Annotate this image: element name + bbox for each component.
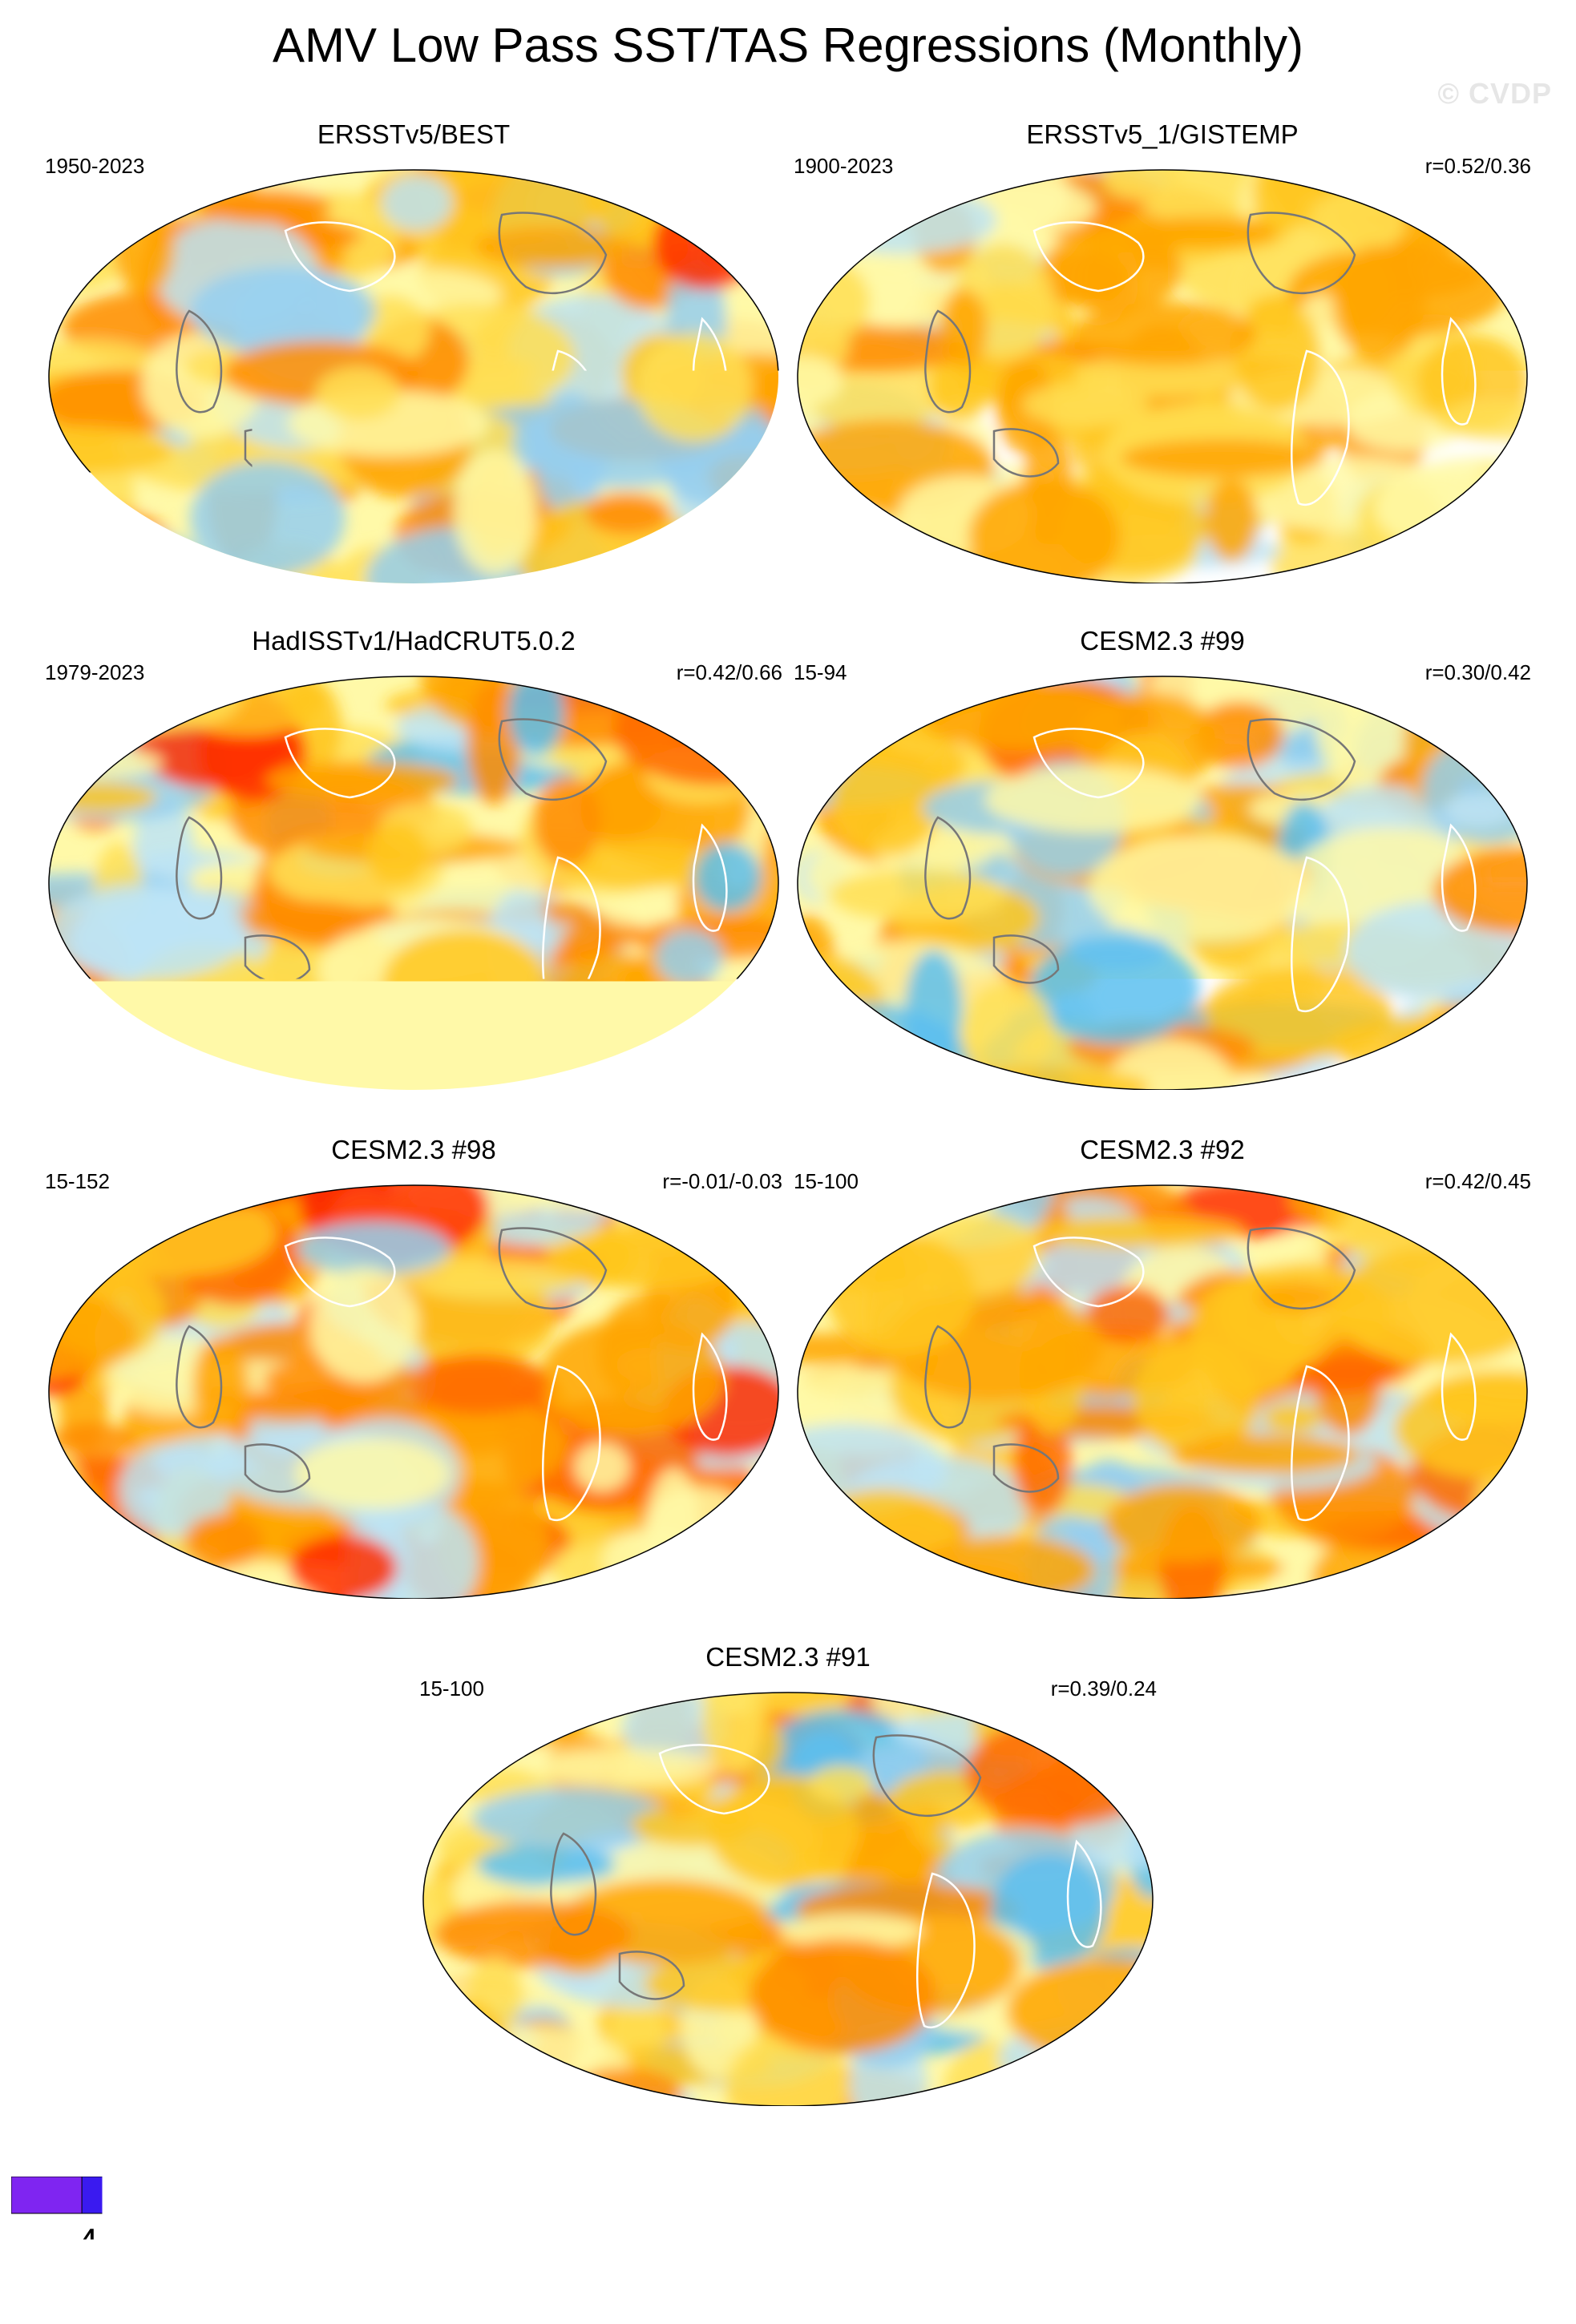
panel-title: HadISSTv1/HadCRUT5.0.2	[45, 625, 782, 657]
map-2	[45, 673, 782, 1090]
colorbar-tick-label: -2.4	[333, 2220, 396, 2263]
map-panel-cesm-91: CESM2.3 #91 15-100 r=0.39/0.24	[419, 1641, 1157, 2122]
colorbar-swatch	[1141, 2177, 1212, 2213]
colorbar-swatch	[223, 2177, 294, 2213]
colorbar-swatch	[1212, 2177, 1283, 2213]
colorbar-swatch	[1424, 2177, 1495, 2213]
colorbar-swatch	[1494, 2177, 1565, 2213]
colorbar-swatch	[929, 2177, 1000, 2213]
main-title: AMV Low Pass SST/TAS Regressions (Monthl…	[0, 18, 1576, 74]
panel-title: CESM2.3 #91	[419, 1641, 1157, 1673]
colorbar-tick-label: 1.6	[1045, 2220, 1096, 2263]
panel-title: ERSSTv5_1/GISTEMP	[794, 119, 1531, 151]
colorbar-swatch	[293, 2177, 365, 2213]
map-0	[45, 167, 782, 583]
colorbar-swatch	[647, 2177, 718, 2213]
anomaly-field	[45, 673, 782, 1090]
colorbar-tick-label: 3.2	[1327, 2220, 1379, 2263]
colorbar-tick-label: 4	[1484, 2220, 1505, 2263]
colorbar	[11, 2177, 1565, 2217]
panel-title: CESM2.3 #92	[794, 1134, 1531, 1166]
colorbar-tick-label: -3.2	[192, 2220, 255, 2263]
cvdp-watermark: © CVDP	[1437, 77, 1552, 111]
map-panel-cesm-92: CESM2.3 #92 15-100 r=0.42/0.45	[794, 1134, 1531, 1615]
colorbar-tick-label: -0.8	[615, 2220, 678, 2263]
colorbar-swatch	[1000, 2177, 1071, 2213]
colorbar-swatch	[576, 2177, 648, 2213]
map-5	[794, 1182, 1531, 1599]
panel-title: ERSSTv5/BEST	[45, 119, 782, 151]
map-1	[794, 167, 1531, 583]
colorbar-swatch	[788, 2177, 859, 2213]
colorbar-swatch	[859, 2177, 930, 2213]
map-panel-hadisst-hadcrut: HadISSTv1/HadCRUT5.0.2 1979-2023 r=0.42/…	[45, 625, 782, 1106]
colorbar-tick-label: 0	[778, 2220, 798, 2263]
anomaly-field	[794, 673, 1531, 1090]
map-6	[419, 1689, 1157, 2106]
colorbar-tick-label: 2.4	[1186, 2220, 1238, 2263]
map-panel-cesm-98: CESM2.3 #98 15-152 r=-0.01/-0.03	[45, 1134, 782, 1615]
map-panel-ersstv5-best: ERSSTv5/BEST 1950-2023	[45, 119, 782, 599]
colorbar-swatch	[82, 2177, 153, 2213]
panel-title: CESM2.3 #99	[794, 625, 1531, 657]
panel-title: CESM2.3 #98	[45, 1134, 782, 1166]
colorbar-swatch	[717, 2177, 789, 2213]
map-panel-cesm-99: CESM2.3 #99 15-94 r=0.30/0.42	[794, 625, 1531, 1106]
anomaly-field	[794, 1182, 1531, 1599]
anomaly-field	[45, 167, 782, 583]
map-4	[45, 1182, 782, 1599]
colorbar-tick-label: -1.6	[474, 2220, 537, 2263]
colorbar-swatch	[364, 2177, 435, 2213]
colorbar-swatch	[1070, 2177, 1142, 2213]
colorbar-swatch	[1353, 2177, 1424, 2213]
colorbar-swatch	[11, 2177, 83, 2213]
anomaly-field	[45, 1182, 782, 1599]
anomaly-field	[794, 167, 1531, 583]
colorbar-swatch	[152, 2177, 224, 2213]
map-panel-ersstv5-gistemp: ERSSTv5_1/GISTEMP 1900-2023 r=0.52/0.36	[794, 119, 1531, 599]
colorbar-unit-label: C	[774, 2273, 801, 2316]
colorbar-tick-label: 0.8	[903, 2220, 955, 2263]
colorbar-swatch	[435, 2177, 507, 2213]
anomaly-field	[419, 1689, 1157, 2106]
colorbar-tick-label: -4	[66, 2220, 99, 2263]
colorbar-swatch	[1283, 2177, 1354, 2213]
colorbar-swatch	[506, 2177, 577, 2213]
map-3	[794, 673, 1531, 1090]
